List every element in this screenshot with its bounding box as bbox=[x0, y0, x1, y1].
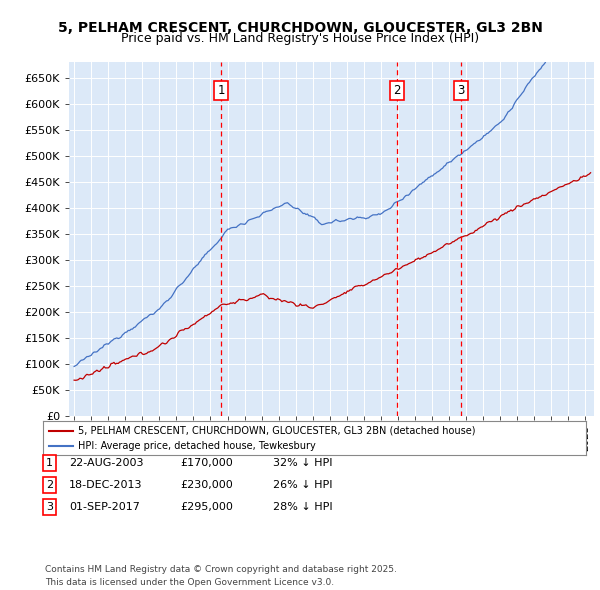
Text: 01-SEP-2017: 01-SEP-2017 bbox=[69, 502, 140, 512]
Text: 5, PELHAM CRESCENT, CHURCHDOWN, GLOUCESTER, GL3 2BN: 5, PELHAM CRESCENT, CHURCHDOWN, GLOUCEST… bbox=[58, 21, 542, 35]
Text: 22-AUG-2003: 22-AUG-2003 bbox=[69, 458, 143, 468]
Text: 32% ↓ HPI: 32% ↓ HPI bbox=[273, 458, 332, 468]
Text: Price paid vs. HM Land Registry's House Price Index (HPI): Price paid vs. HM Land Registry's House … bbox=[121, 32, 479, 45]
Text: 18-DEC-2013: 18-DEC-2013 bbox=[69, 480, 143, 490]
Text: 28% ↓ HPI: 28% ↓ HPI bbox=[273, 502, 332, 512]
Text: 5, PELHAM CRESCENT, CHURCHDOWN, GLOUCESTER, GL3 2BN (detached house): 5, PELHAM CRESCENT, CHURCHDOWN, GLOUCEST… bbox=[79, 426, 476, 436]
Text: Contains HM Land Registry data © Crown copyright and database right 2025.
This d: Contains HM Land Registry data © Crown c… bbox=[45, 565, 397, 587]
Text: 26% ↓ HPI: 26% ↓ HPI bbox=[273, 480, 332, 490]
Text: 2: 2 bbox=[394, 84, 401, 97]
Text: 1: 1 bbox=[46, 458, 53, 468]
Text: 2: 2 bbox=[46, 480, 53, 490]
Text: £295,000: £295,000 bbox=[180, 502, 233, 512]
Text: 3: 3 bbox=[457, 84, 464, 97]
Text: 1: 1 bbox=[218, 84, 225, 97]
Text: £230,000: £230,000 bbox=[180, 480, 233, 490]
Text: 3: 3 bbox=[46, 502, 53, 512]
Text: £170,000: £170,000 bbox=[180, 458, 233, 468]
Text: HPI: Average price, detached house, Tewkesbury: HPI: Average price, detached house, Tewk… bbox=[79, 441, 316, 451]
